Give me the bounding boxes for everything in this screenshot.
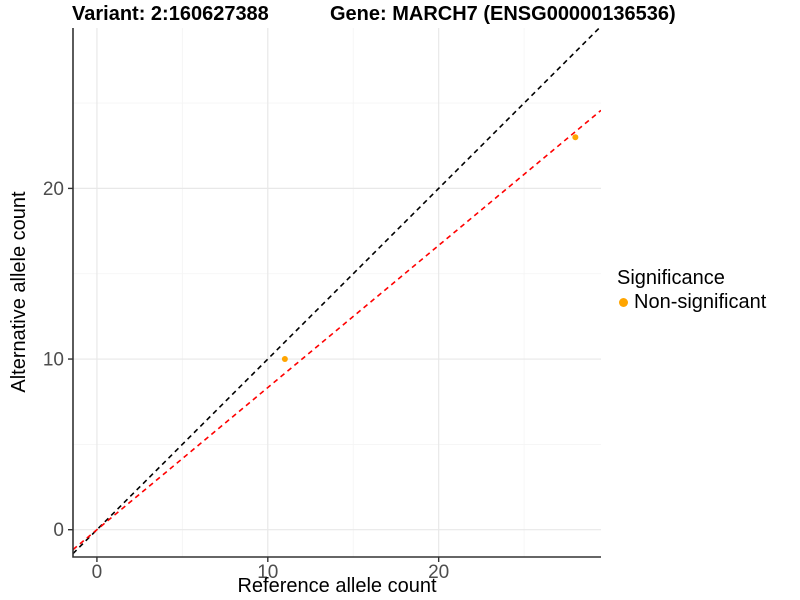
legend: Significance Non-significant	[617, 267, 766, 314]
legend-item-label: Non-significant	[634, 291, 767, 313]
y-tick-label: 10	[43, 350, 64, 371]
x-axis-title: Reference allele count	[237, 575, 437, 597]
fit-line	[73, 109, 601, 551]
data-point	[281, 356, 288, 363]
y-tick-label: 0	[53, 520, 64, 541]
x-tick-label: 20	[428, 562, 449, 583]
y-axis-title: Alternative allele count	[8, 191, 30, 393]
x-tick-label: 0	[92, 562, 103, 583]
axis-lines	[72, 28, 601, 558]
legend-point-icon	[619, 298, 628, 307]
identity-line	[73, 28, 601, 555]
plot-title-variant: Variant: 2:160627388	[72, 3, 269, 25]
legend-item: Non-significant	[617, 291, 766, 314]
x-tick-label: 10	[257, 562, 278, 583]
y-tick-label: 20	[43, 179, 64, 200]
data-point	[572, 134, 579, 141]
plot-title-gene: Gene: MARCH7 (ENSG00000136536)	[330, 3, 676, 25]
legend-title: Significance	[617, 267, 725, 289]
